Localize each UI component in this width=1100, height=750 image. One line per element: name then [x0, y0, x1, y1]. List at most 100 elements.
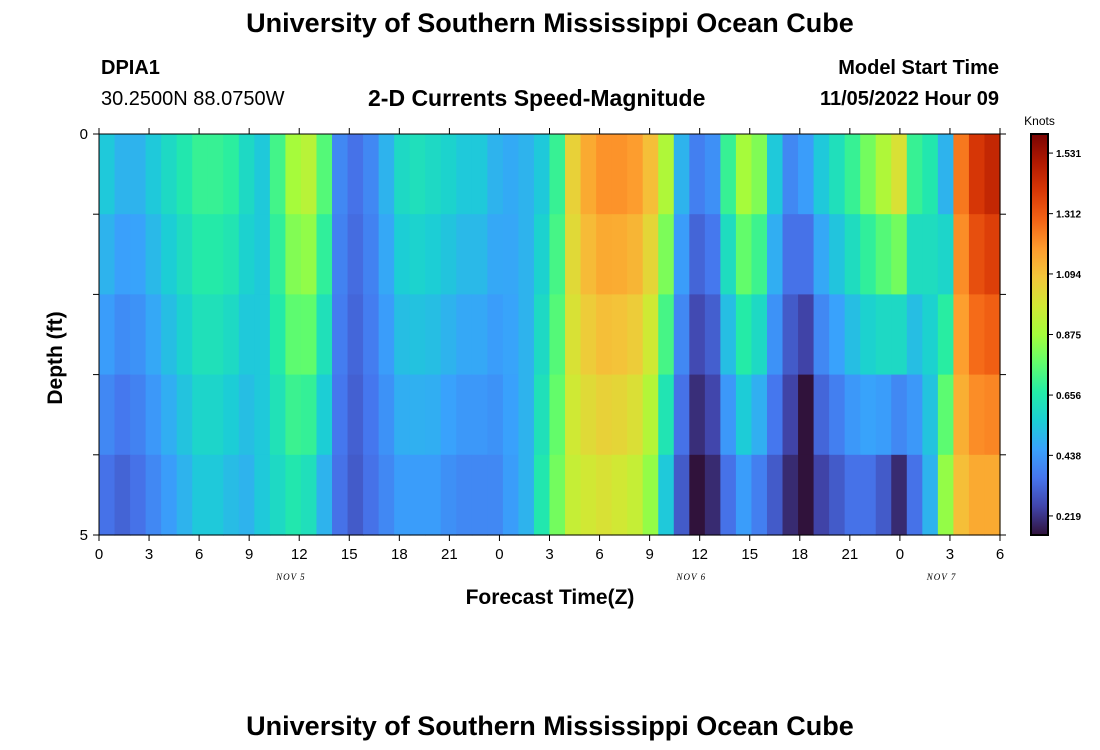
heatmap-cell [968, 214, 986, 295]
heatmap-cell [145, 134, 162, 215]
x-date-label: NOV 5 [275, 572, 306, 582]
x-tick-label: 9 [245, 546, 253, 563]
heatmap-cell [720, 374, 737, 456]
heatmap-cell [642, 294, 659, 376]
heatmap-cell [751, 454, 768, 536]
heatmap-cell [735, 214, 753, 295]
heatmap-cell [720, 214, 737, 295]
heatmap-cell [363, 294, 380, 376]
heatmap-cell [533, 294, 551, 376]
heatmap-cell [363, 374, 380, 456]
heatmap-cell [487, 374, 504, 456]
heatmap-cell [192, 294, 209, 376]
heatmap-cell [518, 454, 535, 536]
heatmap-cell [269, 214, 287, 295]
heatmap-cell [533, 134, 551, 215]
heatmap-cell [300, 374, 318, 456]
heatmap-cell [300, 214, 318, 295]
heatmap-cell [922, 374, 939, 456]
heatmap-cell [502, 454, 520, 536]
heatmap-cell [766, 294, 784, 376]
heatmap-cell [829, 374, 846, 456]
heatmap-cell [611, 454, 628, 536]
heatmap-cell [953, 214, 970, 295]
heatmap-cell [860, 294, 877, 376]
heatmap-cell [798, 214, 815, 295]
heatmap-cell [285, 214, 302, 295]
heatmap-cell [689, 454, 706, 536]
heatmap-cell [611, 134, 628, 215]
heatmap-cell [207, 294, 224, 376]
heatmap-cell [269, 134, 287, 215]
heatmap-cell [518, 134, 535, 215]
heatmap-cell [580, 134, 597, 215]
heatmap-cell [953, 134, 970, 215]
heatmap-cell [766, 134, 784, 215]
page-title: University of Southern Mississippi Ocean… [246, 8, 854, 38]
heatmap-cell [471, 214, 488, 295]
heatmap-cell [580, 374, 597, 456]
heatmap-cell [316, 214, 333, 295]
heatmap-cell [627, 294, 644, 376]
footer-title: University of Southern Mississippi Ocean… [246, 711, 854, 741]
heatmap-cell [953, 374, 970, 456]
heatmap-cell [192, 374, 209, 456]
heatmap-cell [891, 134, 908, 215]
colorbar-tick-label: 0.656 [1056, 391, 1081, 402]
x-tick-label: 18 [391, 546, 408, 563]
heatmap-cell [642, 134, 659, 215]
heatmap-cell [223, 454, 240, 536]
heatmap-cell [487, 214, 504, 295]
heatmap-cell [394, 294, 411, 376]
heatmap-cell [735, 454, 753, 536]
heatmap-cell [813, 454, 830, 536]
x-date-label: NOV 7 [926, 572, 957, 582]
heatmap-cell [130, 454, 147, 536]
colorbar-gradient [1030, 133, 1049, 536]
heatmap-cell [223, 294, 240, 376]
heatmap-cell [394, 374, 411, 456]
heatmap-cell [316, 294, 333, 376]
y-axis: 05 [80, 126, 1006, 544]
x-tick-label: 3 [946, 546, 954, 563]
x-tick-label: 21 [441, 546, 458, 563]
heatmap-cell [751, 134, 768, 215]
heatmap-cell [347, 374, 364, 456]
heatmap-cell [254, 294, 271, 376]
heatmap-cell [487, 134, 504, 215]
heatmap-cell [207, 214, 224, 295]
x-tick-label: 9 [645, 546, 653, 563]
x-tick-label: 12 [691, 546, 708, 563]
heatmap-cell [642, 454, 659, 536]
colorbar-tick-label: 0.875 [1056, 331, 1081, 342]
heatmap-cell [347, 214, 364, 295]
colorbar-tick-label: 1.531 [1056, 149, 1081, 160]
heatmap-cell [627, 214, 644, 295]
heatmap-cell [316, 454, 333, 536]
heatmap-cell [658, 294, 675, 376]
heatmap-cell [813, 374, 830, 456]
heatmap-cell [332, 374, 349, 456]
model-start-label: Model Start Time [838, 57, 999, 79]
x-tick-label: 15 [341, 546, 358, 563]
heatmap-cell [565, 454, 582, 536]
heatmap-cell [798, 294, 815, 376]
heatmap-cell [285, 294, 302, 376]
heatmap-cell [285, 454, 302, 536]
heatmap-cell [207, 454, 224, 536]
colorbar-tick-label: 1.094 [1056, 270, 1081, 281]
heatmap-cell [409, 214, 426, 295]
heatmap-cell [223, 214, 240, 295]
heatmap-cell [316, 374, 333, 456]
heatmap-cell [782, 294, 799, 376]
heatmap-cell [596, 454, 613, 536]
heatmap-cell [549, 454, 566, 536]
heatmap-cell [798, 454, 815, 536]
heatmap-cell [161, 214, 178, 295]
heatmap-cell [720, 454, 737, 536]
heatmap-cell [580, 214, 597, 295]
heatmap-cell [891, 214, 908, 295]
heatmap-cell [161, 294, 178, 376]
heatmap-cell [860, 374, 877, 456]
y-axis-label: Depth (ft) [44, 311, 67, 405]
